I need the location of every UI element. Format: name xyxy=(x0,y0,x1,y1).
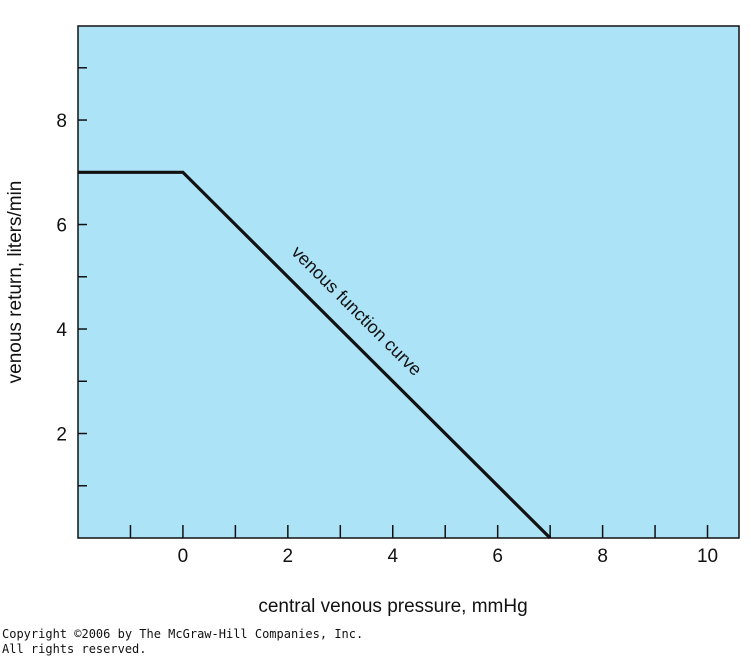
x-tick-label: 2 xyxy=(283,546,294,567)
y-tick-label: 8 xyxy=(56,111,67,132)
x-tick-label: 6 xyxy=(492,546,503,567)
copyright-line-2: All rights reserved. xyxy=(2,642,147,656)
x-axis-title: central venous pressure, mmHg xyxy=(258,596,527,617)
y-tick-label: 6 xyxy=(56,216,67,237)
x-tick-label: 4 xyxy=(387,546,398,567)
copyright-line-1: Copyright ©2006 by The McGraw-Hill Compa… xyxy=(2,627,364,641)
x-tick-label: 10 xyxy=(697,546,718,567)
x-tick-label: 8 xyxy=(597,546,608,567)
x-tick-label: 0 xyxy=(178,546,189,567)
y-tick-label: 2 xyxy=(56,425,67,446)
y-tick-label: 4 xyxy=(56,320,67,341)
y-axis-title: venous return, liters/min xyxy=(5,181,26,384)
venous-function-curve xyxy=(78,170,552,540)
plot-area xyxy=(77,25,740,539)
series-layer xyxy=(78,170,552,540)
axis-ticks xyxy=(78,67,709,538)
tick-labels: 0 2 4 6 8 10 2 4 6 8 xyxy=(56,111,718,567)
